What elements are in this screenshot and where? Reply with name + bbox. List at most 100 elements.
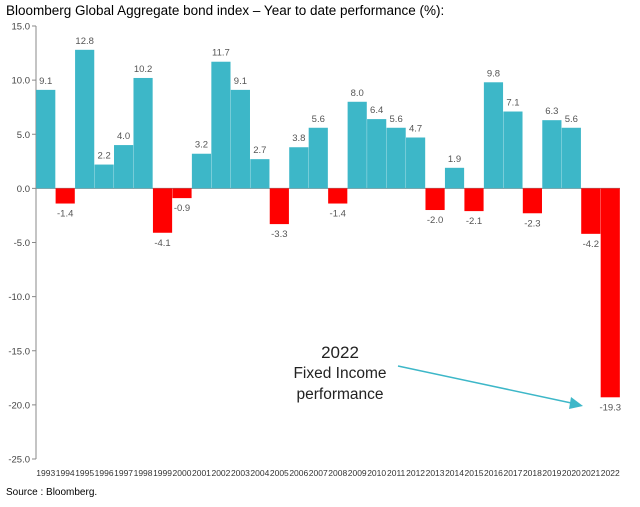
annotation-line-2: Fixed Income: [293, 365, 386, 382]
bar-2002: [211, 61, 231, 189]
annotation-arrow: [397, 365, 577, 405]
x-tick-label-1998: 1998: [134, 468, 153, 478]
y-tick-label: 15.0: [12, 22, 31, 33]
value-label-2019: 6.3: [545, 106, 558, 117]
value-label-2021: -4.2: [583, 239, 599, 250]
bar-2009: [347, 101, 367, 189]
y-axis: 15.0 10.0 5.0 0.0 -5.0 -10.0 -15.0 -20.0 -25.0: [8, 22, 620, 466]
x-tick-label-1996: 1996: [95, 468, 114, 478]
value-label-2003: 9.1: [234, 76, 247, 87]
x-tick-label-2001: 2001: [192, 468, 211, 478]
x-tick-label-2000: 2000: [173, 468, 192, 478]
y-tick-label: -15.0: [8, 346, 30, 357]
source-note: Source : Bloomberg.: [6, 487, 98, 498]
annotation-2022: 2022 Fixed Income performance: [293, 343, 583, 409]
bar-1994: [55, 188, 75, 204]
value-label-2010: 6.4: [370, 105, 383, 116]
value-label-2001: 3.2: [195, 140, 208, 151]
x-tick-label-1995: 1995: [75, 468, 94, 478]
bar-2003: [230, 89, 250, 189]
x-tick-label-2019: 2019: [542, 468, 561, 478]
x-tick-label-2008: 2008: [328, 468, 347, 478]
value-label-2000: -0.9: [174, 203, 190, 214]
bar-2011: [386, 127, 406, 189]
bars: [36, 49, 620, 398]
annotation-line-1: 2022: [321, 343, 359, 362]
bar-1997: [114, 145, 134, 189]
value-labels: 9.1 -1.4 12.8 2.2 4.0 10.2 -4.1 -0.9 3.2 11.7 9.1 2…: [39, 36, 621, 413]
bar-2013: [425, 188, 445, 211]
value-label-2015: -2.1: [466, 216, 482, 227]
value-label-2008: -1.4: [330, 209, 346, 220]
annotation-line-3: performance: [296, 386, 383, 403]
x-tick-label-2015: 2015: [465, 468, 484, 478]
x-tick-label-1993: 1993: [36, 468, 55, 478]
bar-2012: [406, 137, 426, 189]
bar-2020: [561, 127, 581, 189]
x-tick-label-1997: 1997: [114, 468, 133, 478]
y-tick-label: -25.0: [8, 455, 30, 466]
annotation-arrowhead: [569, 397, 583, 409]
x-tick-label-2003: 2003: [231, 468, 250, 478]
value-label-2016: 9.8: [487, 68, 500, 79]
value-label-2006: 3.8: [292, 133, 305, 144]
bar-1999: [152, 188, 173, 233]
value-label-2020: 5.6: [565, 114, 578, 125]
x-tick-label-1999: 1999: [153, 468, 172, 478]
bar-2017: [503, 111, 523, 189]
x-tick-label-2005: 2005: [270, 468, 289, 478]
x-tick-label-2006: 2006: [289, 468, 308, 478]
bar-2004: [250, 159, 270, 189]
bar-2018: [522, 188, 542, 214]
value-label-1995: 12.8: [75, 36, 94, 47]
bar-1995: [75, 49, 95, 189]
value-label-1994: -1.4: [57, 209, 73, 220]
value-label-2004: 2.7: [253, 145, 266, 156]
bar-1993: [36, 89, 56, 189]
chart-title: Bloomberg Global Aggregate bond index – …: [6, 3, 445, 18]
bar-2022: [600, 188, 620, 398]
y-tick-label: -10.0: [8, 292, 30, 303]
x-tick-label-2007: 2007: [309, 468, 328, 478]
x-axis-labels: 1993 1994 1995 1996 1997 1998 1999 2000 2001 2002…: [36, 468, 620, 478]
y-tick-label: -5.0: [14, 238, 30, 249]
value-label-2005: -3.3: [271, 229, 287, 240]
bar-2021: [581, 188, 601, 234]
value-label-2007: 5.6: [312, 114, 325, 125]
bar-2016: [483, 82, 504, 189]
x-tick-label-2013: 2013: [426, 468, 445, 478]
x-tick-label-2018: 2018: [523, 468, 542, 478]
bar-1998: [133, 77, 153, 189]
x-tick-label-2009: 2009: [348, 468, 367, 478]
y-tick-label: -20.0: [8, 400, 30, 411]
bar-2000: [172, 188, 192, 199]
value-label-1999: -4.1: [154, 238, 170, 249]
x-tick-label-2002: 2002: [211, 468, 230, 478]
value-label-2012: 4.7: [409, 123, 422, 134]
value-label-2022: -19.3: [599, 402, 621, 413]
value-label-2013: -2.0: [427, 215, 443, 226]
x-tick-label-2021: 2021: [581, 468, 600, 478]
value-label-2011: 5.6: [390, 114, 403, 125]
y-tick-label: 5.0: [17, 130, 30, 141]
bar-1996: [94, 164, 114, 189]
value-label-2002: 11.7: [212, 48, 230, 59]
x-tick-label-2012: 2012: [406, 468, 425, 478]
bar-2006: [289, 147, 309, 189]
value-label-1997: 4.0: [117, 131, 130, 142]
value-label-1996: 2.2: [98, 151, 111, 162]
bar-2014: [444, 167, 465, 189]
bar-2019: [542, 120, 562, 189]
bar-2010: [367, 119, 387, 189]
x-tick-label-2016: 2016: [484, 468, 503, 478]
bar-2001: [191, 153, 212, 189]
value-label-1998: 10.2: [134, 64, 153, 75]
value-label-2017: 7.1: [506, 98, 519, 109]
x-tick-label-1994: 1994: [56, 468, 75, 478]
value-label-2009: 8.0: [351, 88, 364, 99]
bar-2008: [328, 188, 348, 204]
x-tick-label-2014: 2014: [445, 468, 464, 478]
bar-2015: [464, 188, 484, 212]
x-tick-label-2017: 2017: [503, 468, 522, 478]
